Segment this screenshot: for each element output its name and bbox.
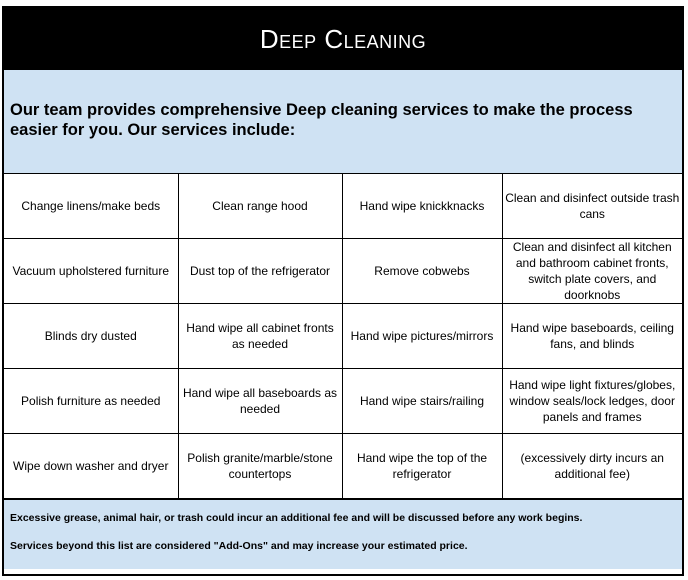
intro-text: Our team provides comprehensive Deep cle…: [10, 101, 633, 139]
service-cell: Hand wipe pictures/mirrors: [341, 303, 503, 369]
service-cell: Dust top of the refrigerator: [177, 238, 343, 304]
service-cell: Change linens/make beds: [4, 174, 179, 239]
add-ons-note: Services beyond this list are considered…: [10, 540, 468, 552]
service-cell: Hand wipe the top of the refrigerator: [341, 433, 503, 499]
service-cell: Blinds dry dusted: [4, 303, 179, 369]
service-cell: Clean and disinfect all kitchen and bath…: [501, 238, 682, 304]
table-row: Change linens/make beds Clean range hood…: [4, 174, 682, 239]
deep-cleaning-sheet: Deep Cleaning Our team provides comprehe…: [2, 6, 684, 576]
table-row: Polish furniture as needed Hand wipe all…: [4, 368, 682, 434]
service-cell: Clean and disinfect outside trash cans: [501, 174, 682, 239]
table-row: Blinds dry dusted Hand wipe all cabinet …: [4, 303, 682, 369]
service-cell: Hand wipe light fixtures/globes, window …: [501, 368, 682, 434]
table-row: Vacuum upholstered furniture Dust top of…: [4, 238, 682, 304]
service-cell: Clean range hood: [177, 174, 343, 239]
service-cell: Wipe down washer and dryer: [4, 433, 179, 499]
services-table: Change linens/make beds Clean range hood…: [4, 174, 682, 499]
service-cell: Hand wipe baseboards, ceiling fans, and …: [501, 303, 682, 369]
service-cell: Polish furniture as needed: [4, 368, 179, 434]
service-cell: Remove cobwebs: [341, 238, 503, 304]
service-cell: Hand wipe all cabinet fronts as needed: [177, 303, 343, 369]
page-title: Deep Cleaning: [259, 23, 427, 54]
service-cell: Hand wipe all baseboards as needed: [177, 368, 343, 434]
intro-panel: Our team provides comprehensive Deep cle…: [4, 70, 682, 174]
service-cell: Hand wipe knickknacks: [341, 174, 503, 239]
footer-notes: Excessive grease, animal hair, or trash …: [4, 499, 682, 569]
service-cell: Hand wipe stairs/railing: [341, 368, 503, 434]
title-bar: Deep Cleaning: [4, 8, 682, 70]
table-row: Wipe down washer and dryer Polish granit…: [4, 433, 682, 499]
fee-note: Excessive grease, animal hair, or trash …: [10, 512, 583, 524]
service-cell: (excessively dirty incurs an additional …: [501, 433, 682, 499]
service-cell: Polish granite/marble/stone countertops: [177, 433, 343, 499]
service-cell: Vacuum upholstered furniture: [4, 238, 179, 304]
